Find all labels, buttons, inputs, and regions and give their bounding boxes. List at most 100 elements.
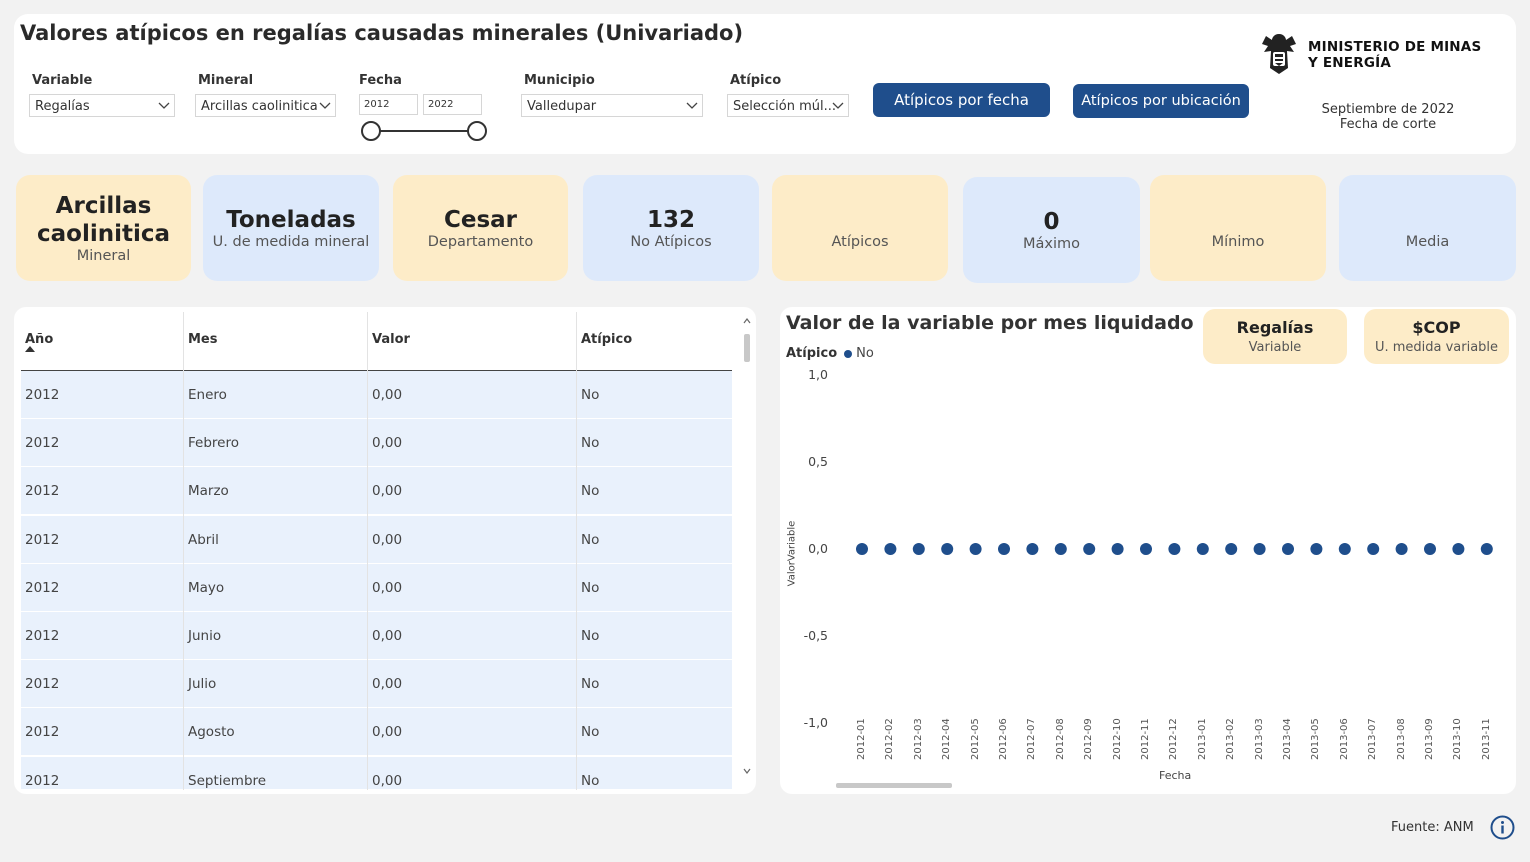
table-row[interactable] (21, 419, 732, 468)
column-header-valor[interactable]: Valor (372, 332, 410, 347)
pill-label: U. medida variable (1374, 340, 1499, 355)
data-point[interactable] (1111, 543, 1124, 555)
municipio-dropdown[interactable]: Valledupar (521, 94, 703, 117)
table-row[interactable] (21, 756, 732, 790)
table-row[interactable] (21, 515, 732, 564)
table-cell: Marzo (188, 483, 229, 500)
table-cell: No (581, 772, 600, 789)
atipico-filter-label: Atípico (730, 73, 782, 88)
data-point[interactable] (969, 543, 982, 555)
y-tick-label: -0,5 (803, 628, 828, 643)
info-icon[interactable] (1490, 815, 1515, 840)
column-header-anio[interactable]: Año (25, 332, 54, 347)
ministerio-logo-text: MINISTERIO DE MINAS Y ENERGÍA (1308, 39, 1481, 71)
table-cell: 0,00 (372, 628, 403, 644)
data-point[interactable] (1452, 543, 1465, 555)
scroll-down-icon[interactable] (743, 768, 751, 774)
scroll-up-icon[interactable] (743, 318, 751, 324)
atipicos-por-fecha-button[interactable]: Atípicos por fecha (873, 83, 1050, 117)
kpi-label: Mínimo (1211, 234, 1265, 250)
table-scrollbar-thumb[interactable] (744, 334, 750, 362)
data-point[interactable] (884, 543, 897, 555)
table-row[interactable] (21, 708, 732, 757)
column-separator (367, 312, 368, 790)
data-point[interactable] (856, 543, 868, 555)
data-point[interactable] (912, 543, 925, 555)
column-header-atipico[interactable]: Atípico (581, 332, 633, 347)
chart-horizontal-scrollbar[interactable] (836, 783, 952, 788)
kpi-value: 0 (1043, 209, 1060, 235)
table-cell: 2012 (25, 531, 60, 548)
x-tick-label: 2012-10 (1111, 718, 1123, 760)
atipicos-por-ubicacion-label: Atípicos por ubicación (1081, 93, 1241, 109)
pill-label: Variable (1248, 340, 1302, 355)
x-tick-label: 2012-07 (1026, 718, 1038, 760)
fecha-slider-track[interactable] (371, 130, 477, 132)
data-point[interactable] (1282, 543, 1294, 555)
table-cell: 0,00 (372, 579, 403, 596)
data-point[interactable] (1367, 543, 1380, 555)
y-axis-label: ValorVariable (786, 520, 798, 587)
column-header-mes[interactable]: Mes (188, 332, 218, 347)
chart-plot-area (856, 543, 1493, 555)
y-tick-label: -1,0 (803, 715, 828, 730)
x-tick-label: 2013-05 (1310, 718, 1322, 760)
kpi-label: U. de medida mineral (212, 234, 370, 250)
table-cell: 0,00 (372, 387, 403, 403)
data-point[interactable] (1338, 543, 1351, 555)
kpi-value: 132 (646, 207, 695, 233)
x-tick-label: 2012-05 (969, 718, 981, 760)
x-tick-label: 2012-04 (941, 718, 953, 760)
variable-dropdown[interactable]: Regalías (29, 94, 175, 117)
table-cell: Enero (188, 387, 227, 403)
mineral-dropdown[interactable]: Arcillas caolinitica (195, 94, 336, 117)
data-point[interactable] (1310, 543, 1323, 555)
sort-ascending-icon[interactable] (25, 346, 35, 352)
data-point[interactable] (941, 543, 954, 555)
data-point[interactable] (1140, 543, 1152, 555)
data-point[interactable] (1480, 543, 1493, 555)
kpi-card-media: Media (1339, 175, 1516, 281)
fecha-slider-end-handle[interactable] (467, 121, 487, 141)
variable-filter-label: Variable (32, 73, 93, 88)
kpi-value: Toneladas (226, 207, 356, 233)
data-point[interactable] (1225, 543, 1238, 555)
fecha-corte: Septiembre de 2022 Fecha de corte (1298, 102, 1478, 132)
table-cell: No (581, 628, 600, 644)
data-point[interactable] (1196, 543, 1209, 555)
data-point[interactable] (1395, 543, 1408, 555)
kpi-label: Mineral (76, 248, 131, 264)
table-row[interactable] (21, 612, 732, 660)
table-cell: Febrero (188, 435, 239, 452)
table-row[interactable] (21, 467, 732, 516)
logo-line-2: Y ENERGÍA (1308, 55, 1391, 71)
table-row[interactable] (21, 660, 732, 709)
kpi-card-minimo: Mínimo (1150, 175, 1326, 281)
table-cell: No (581, 531, 600, 548)
data-point[interactable] (1083, 543, 1096, 555)
fecha-end-input[interactable]: 2022 (423, 94, 482, 115)
table-row[interactable] (21, 371, 732, 419)
fecha-filter-label: Fecha (359, 73, 402, 88)
legend-title: Atípico (786, 346, 838, 361)
fecha-start-input[interactable]: 2012 (359, 94, 418, 115)
table-cell: 2012 (25, 483, 60, 500)
data-point[interactable] (1253, 543, 1266, 555)
table-cell: 2012 (25, 387, 60, 403)
table-row[interactable] (21, 563, 732, 612)
data-point[interactable] (1026, 543, 1039, 555)
chevron-down-icon (686, 102, 698, 109)
table-cell: 0,00 (372, 772, 403, 789)
table-cell: 0,00 (372, 676, 403, 693)
atipico-dropdown[interactable]: Selección múl... (727, 94, 849, 117)
data-point[interactable] (1168, 543, 1181, 555)
data-point[interactable] (1054, 543, 1067, 555)
x-tick-label: 2012-06 (998, 718, 1009, 760)
x-tick-label: 2012-11 (1140, 718, 1151, 760)
data-point[interactable] (1424, 543, 1436, 555)
data-point[interactable] (998, 543, 1010, 555)
legend-item[interactable]: No (856, 346, 874, 361)
fecha-slider-start-handle[interactable] (361, 121, 381, 141)
table-cell: No (581, 676, 600, 693)
atipicos-por-ubicacion-button[interactable]: Atípicos por ubicación (1073, 84, 1249, 118)
